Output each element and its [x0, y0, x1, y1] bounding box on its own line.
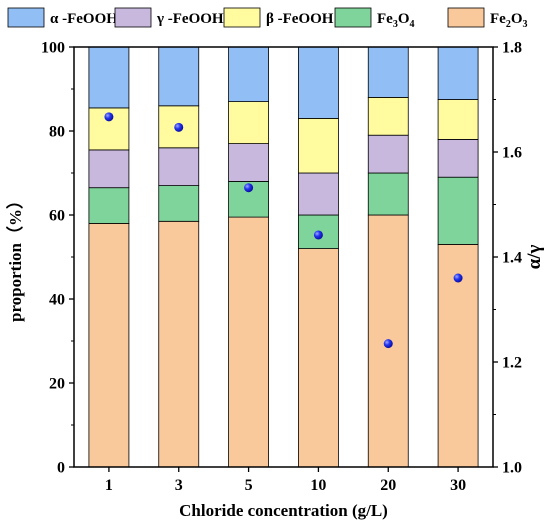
- bar-fe3o4-30: [437, 176, 479, 245]
- x-tick-label-1: 1: [105, 477, 113, 494]
- legend-label-2: β -FeOOH: [266, 11, 334, 27]
- y-tick-label-0: 0: [57, 460, 65, 477]
- x-axis: 1 3 5 10 20 30: [105, 467, 466, 494]
- ratio-point-1: [104, 112, 114, 122]
- legend-label-4: Fe2O3: [490, 11, 528, 30]
- bar-feooh-30: [437, 138, 479, 178]
- bar-fe3o4-20: [367, 172, 409, 216]
- y-tick-label-100: 100: [41, 40, 65, 57]
- legend-swatch-0: [7, 7, 45, 28]
- y-tick-label-80: 80: [49, 124, 65, 141]
- y2-tick-label-1.8: 1.8: [502, 40, 522, 57]
- plot-frame: [73, 46, 494, 468]
- bar-feooh-30: [437, 46, 479, 100]
- bar-fe3o4-3: [158, 185, 200, 222]
- legend-swatch-1: [114, 7, 152, 28]
- bar-feooh-3: [158, 147, 200, 187]
- bar-feooh-10: [298, 172, 339, 216]
- bar-fe2o3-1: [88, 222, 130, 468]
- left-axis: 0 20 40 60 80 100: [41, 40, 74, 477]
- legend-label-1: γ -FeOOH: [156, 11, 224, 27]
- y2-tick-label-1.2: 1.2: [502, 355, 522, 372]
- bar-feooh-20: [367, 46, 409, 98]
- bar-fe2o3-10: [298, 248, 339, 468]
- bar-feooh-20: [367, 97, 409, 136]
- ratio-point-10: [313, 230, 323, 240]
- ratio-point-5: [244, 183, 254, 193]
- y2-tick-label-1.0: 1.0: [502, 460, 522, 477]
- y-tick-label-40: 40: [49, 292, 65, 309]
- legend-label-3: Fe3O4: [377, 11, 415, 30]
- y-tick-label-60: 60: [49, 208, 65, 225]
- bar-feooh-1: [88, 46, 130, 109]
- legend-swatch-2: [223, 7, 261, 28]
- legend-swatch-3: [334, 7, 372, 28]
- stacked-bars: [88, 46, 479, 468]
- bar-feooh-3: [158, 46, 200, 107]
- legend: α -FeOOH γ -FeOOH β -FeOOH Fe3O4 Fe2O3: [7, 7, 528, 30]
- bar-feooh-20: [367, 134, 409, 174]
- y-axis-title: proportion（%）: [5, 192, 25, 322]
- x-tick-label-3: 3: [175, 477, 183, 494]
- bar-feooh-5: [228, 46, 269, 102]
- bar-feooh-10: [298, 118, 339, 174]
- bar-feooh-10: [298, 46, 339, 119]
- right-axis: 1.0 1.2 1.4 1.6 1.8: [493, 40, 522, 477]
- bar-feooh-5: [228, 101, 269, 144]
- bar-fe2o3-3: [158, 220, 200, 468]
- x-axis-title: Chloride concentration (g/L): [179, 501, 388, 520]
- ratio-points: [104, 112, 463, 349]
- legend-label-0: α -FeOOH: [50, 11, 118, 27]
- bar-feooh-1: [88, 149, 130, 189]
- ratio-point-20: [383, 339, 393, 349]
- x-tick-label-5: 5: [245, 477, 253, 494]
- y2-tick-label-1.4: 1.4: [502, 250, 522, 267]
- x-tick-label-20: 20: [380, 477, 396, 494]
- bar-fe3o4-1: [88, 187, 130, 224]
- ratio-point-30: [453, 273, 463, 283]
- bar-fe2o3-5: [228, 216, 269, 468]
- legend-swatch-4: [447, 7, 485, 28]
- y-tick-label-20: 20: [49, 376, 65, 393]
- x-tick-label-10: 10: [310, 477, 326, 494]
- bar-feooh-30: [437, 99, 479, 140]
- y2-tick-label-1.6: 1.6: [502, 145, 522, 162]
- secondary-y-axis-title: α/γ: [524, 245, 545, 270]
- x-tick-label-30: 30: [450, 477, 466, 494]
- ratio-point-3: [174, 122, 184, 132]
- bar-feooh-5: [228, 143, 269, 182]
